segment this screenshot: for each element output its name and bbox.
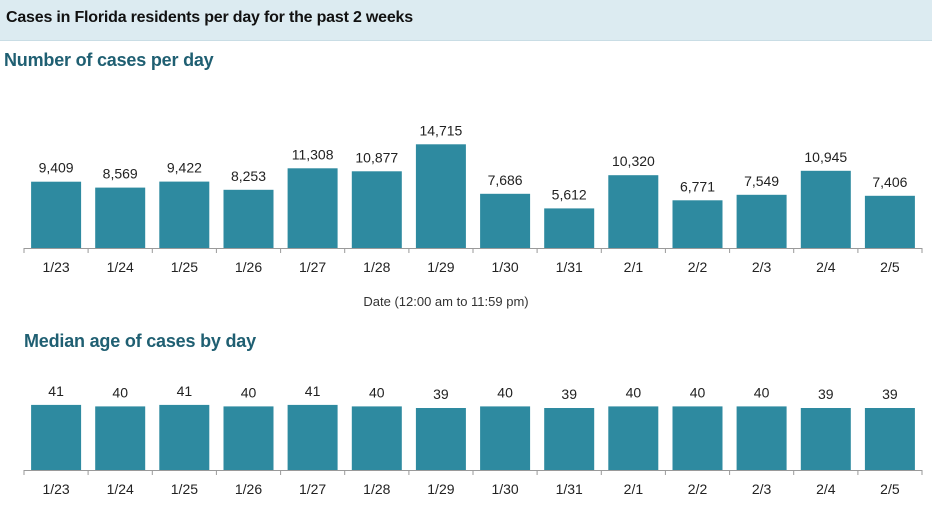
cases-value-label: 8,569	[103, 166, 138, 182]
cases-tick-label: 2/5	[880, 259, 900, 275]
age-bar-1-26	[223, 406, 274, 470]
cases-value-label: 8,253	[231, 168, 266, 184]
cases-bar-2-2	[672, 200, 723, 248]
age-tick-label: 2/5	[880, 481, 900, 497]
cases-value-label: 7,549	[744, 173, 779, 189]
age-value-label: 39	[882, 386, 898, 402]
age-tick-label: 2/4	[816, 481, 836, 497]
cases-per-day-chart: 9,409 1/23 8,569 1/24 9,422 1/25 8,253 1/26 11,3…	[23, 122, 923, 275]
age-value-label: 41	[305, 383, 321, 399]
age-tick-label: 1/30	[491, 481, 518, 497]
age-tick-label: 1/25	[171, 481, 198, 497]
age-value-label: 40	[754, 384, 770, 400]
cases-chart-title: Number of cases per day	[4, 50, 214, 70]
cases-value-label: 9,422	[167, 160, 202, 176]
age-value-label: 39	[433, 386, 449, 402]
age-tick-label: 2/3	[752, 481, 772, 497]
age-bar-2-2	[672, 406, 723, 470]
age-value-label: 40	[626, 384, 642, 400]
cases-tick-label: 1/27	[299, 259, 326, 275]
age-tick-label: 2/1	[624, 481, 644, 497]
cases-tick-label: 1/23	[42, 259, 69, 275]
age-tick-label: 1/29	[427, 481, 454, 497]
header-title: Cases in Florida residents per day for t…	[6, 9, 413, 26]
cases-bar-1-26	[223, 189, 274, 248]
cases-bar-2-5	[864, 195, 915, 248]
age-bar-1-31	[544, 408, 595, 470]
cases-value-label: 14,715	[419, 122, 462, 138]
cases-tick-label: 2/4	[816, 259, 836, 275]
age-value-label: 41	[48, 383, 64, 399]
age-bar-2-4	[800, 408, 851, 470]
cases-tick-label: 2/1	[624, 259, 644, 275]
cases-bar-2-3	[736, 194, 787, 248]
cases-bar-1-29	[415, 144, 466, 248]
cases-tick-label: 1/31	[556, 259, 583, 275]
cases-bar-2-1	[608, 175, 659, 248]
cases-value-label: 10,320	[612, 153, 655, 169]
cases-bar-1-30	[480, 193, 531, 248]
age-tick-label: 1/26	[235, 481, 262, 497]
age-tick-label: 2/2	[688, 481, 708, 497]
cases-bar-1-24	[95, 187, 146, 248]
age-chart-title: Median age of cases by day	[24, 331, 256, 351]
cases-tick-label: 1/24	[107, 259, 134, 275]
age-value-label: 40	[112, 384, 128, 400]
cases-bar-1-25	[159, 181, 210, 248]
cases-bar-1-27	[287, 168, 338, 248]
cases-value-label: 10,877	[355, 149, 398, 165]
age-bar-1-28	[351, 406, 402, 470]
cases-tick-label: 1/29	[427, 259, 454, 275]
age-tick-label: 1/31	[556, 481, 583, 497]
age-value-label: 40	[241, 384, 257, 400]
age-value-label: 41	[177, 383, 193, 399]
age-bar-1-29	[415, 408, 466, 470]
age-bar-2-3	[736, 406, 787, 470]
cases-bar-2-4	[800, 170, 851, 248]
age-tick-label: 1/24	[107, 481, 134, 497]
cases-value-label: 7,406	[872, 174, 907, 190]
age-tick-label: 1/28	[363, 481, 390, 497]
cases-tick-label: 2/2	[688, 259, 708, 275]
cases-bar-1-23	[31, 181, 82, 248]
age-bar-1-30	[480, 406, 531, 470]
age-value-label: 40	[369, 384, 385, 400]
age-bar-1-25	[159, 404, 210, 470]
age-value-label: 39	[561, 386, 577, 402]
median-age-chart: 41 1/23 40 1/24 41 1/25 40 1/26 41 1/27 40 1/28 39 1/…	[23, 383, 923, 497]
cases-tick-label: 1/25	[171, 259, 198, 275]
cases-bar-1-28	[351, 171, 402, 248]
cases-bar-1-31	[544, 208, 595, 248]
cases-tick-label: 1/30	[491, 259, 518, 275]
cases-value-label: 7,686	[488, 172, 523, 188]
cases-value-label: 5,612	[552, 186, 587, 202]
age-value-label: 39	[818, 386, 834, 402]
age-bar-2-5	[864, 408, 915, 470]
cases-value-label: 10,945	[804, 149, 847, 165]
cases-tick-label: 1/28	[363, 259, 390, 275]
cases-tick-label: 1/26	[235, 259, 262, 275]
cases-value-label: 11,308	[292, 146, 334, 162]
cases-value-label: 9,409	[39, 160, 74, 176]
age-tick-label: 1/23	[42, 481, 69, 497]
age-tick-label: 1/27	[299, 481, 326, 497]
cases-tick-label: 2/3	[752, 259, 772, 275]
cases-value-label: 6,771	[680, 178, 715, 194]
age-bar-1-23	[31, 404, 82, 470]
age-bar-1-27	[287, 404, 338, 470]
age-bar-1-24	[95, 406, 146, 470]
header-bar: Cases in Florida residents per day for t…	[0, 0, 932, 41]
age-value-label: 40	[690, 384, 706, 400]
age-value-label: 40	[497, 384, 513, 400]
age-bar-2-1	[608, 406, 659, 470]
cases-chart-x-axis-title: Date (12:00 am to 11:59 pm)	[363, 294, 528, 309]
